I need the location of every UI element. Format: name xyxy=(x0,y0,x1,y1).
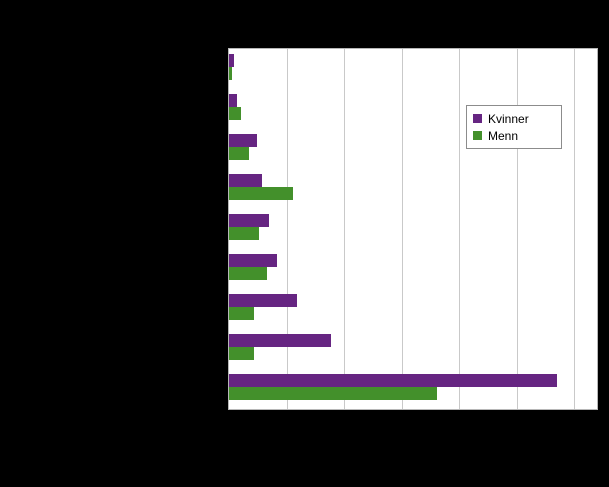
bar-menn-row-5 xyxy=(229,227,259,240)
bar-menn-row-6 xyxy=(229,267,267,280)
bar-menn-row-9 xyxy=(229,387,438,400)
legend-item-menn: Menn xyxy=(473,127,555,144)
gridline xyxy=(286,49,288,409)
gridline xyxy=(516,49,518,409)
gridline xyxy=(574,49,575,409)
legend-item-kvinner: Kvinner xyxy=(473,110,555,127)
bar-menn-row-8 xyxy=(229,347,254,360)
bar-kvinner-row-2 xyxy=(229,94,238,107)
legend-swatch-menn xyxy=(473,131,482,140)
bar-menn-row-2 xyxy=(229,107,242,120)
bar-kvinner-row-7 xyxy=(229,294,297,307)
gridline xyxy=(459,49,460,409)
bar-kvinner-row-4 xyxy=(229,174,262,187)
gridline xyxy=(401,49,403,409)
bar-menn-row-7 xyxy=(229,307,254,320)
legend-swatch-kvinner xyxy=(473,114,482,123)
legend-label-kvinner: Kvinner xyxy=(488,111,529,126)
chart-legend: Kvinner Menn xyxy=(466,105,562,149)
bar-kvinner-row-9 xyxy=(229,374,557,387)
bar-kvinner-row-1 xyxy=(229,54,235,67)
bar-menn-row-1 xyxy=(229,67,232,80)
gridline xyxy=(344,49,345,409)
bar-kvinner-row-5 xyxy=(229,214,270,227)
legend-label-menn: Menn xyxy=(488,128,519,143)
bar-kvinner-row-8 xyxy=(229,334,331,347)
plot-area: Kvinner Menn xyxy=(228,48,598,410)
bar-kvinner-row-3 xyxy=(229,134,258,147)
bar-kvinner-row-6 xyxy=(229,254,277,267)
bar-menn-row-4 xyxy=(229,187,293,200)
bar-menn-row-3 xyxy=(229,147,250,160)
